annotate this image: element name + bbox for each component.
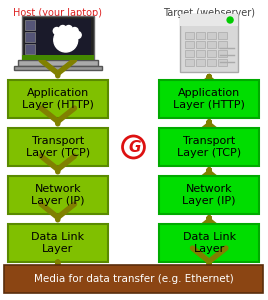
FancyBboxPatch shape — [185, 59, 194, 66]
FancyBboxPatch shape — [8, 80, 107, 118]
Text: Application
Layer (HTTP): Application Layer (HTTP) — [173, 88, 245, 110]
FancyBboxPatch shape — [196, 59, 205, 66]
FancyBboxPatch shape — [218, 41, 227, 48]
Text: Host (your laptop): Host (your laptop) — [13, 8, 102, 18]
FancyBboxPatch shape — [180, 14, 238, 26]
Text: Target (webserver): Target (webserver) — [163, 8, 255, 18]
Text: Data Link
Layer: Data Link Layer — [183, 232, 236, 254]
Text: G: G — [128, 140, 141, 154]
Text: Transport
Layer (TCP): Transport Layer (TCP) — [177, 136, 241, 158]
FancyBboxPatch shape — [8, 176, 107, 214]
Circle shape — [74, 32, 81, 38]
FancyBboxPatch shape — [159, 80, 259, 118]
FancyBboxPatch shape — [207, 59, 216, 66]
FancyBboxPatch shape — [159, 176, 259, 214]
Text: Transport
Layer (TCP): Transport Layer (TCP) — [26, 136, 90, 158]
FancyBboxPatch shape — [218, 32, 227, 39]
FancyBboxPatch shape — [25, 20, 35, 30]
Circle shape — [71, 28, 78, 34]
FancyBboxPatch shape — [180, 14, 238, 72]
FancyBboxPatch shape — [196, 50, 205, 57]
FancyBboxPatch shape — [185, 32, 194, 39]
Text: Application
Layer (HTTP): Application Layer (HTTP) — [22, 88, 94, 110]
Circle shape — [59, 26, 66, 32]
FancyBboxPatch shape — [18, 60, 98, 66]
FancyBboxPatch shape — [207, 32, 216, 39]
Text: Media for data transfer (e.g. Ethernet): Media for data transfer (e.g. Ethernet) — [34, 274, 233, 284]
Circle shape — [122, 136, 144, 158]
FancyBboxPatch shape — [14, 66, 102, 70]
FancyBboxPatch shape — [185, 41, 194, 48]
FancyBboxPatch shape — [207, 41, 216, 48]
FancyBboxPatch shape — [196, 41, 205, 48]
FancyBboxPatch shape — [25, 32, 35, 42]
FancyBboxPatch shape — [4, 265, 263, 293]
Circle shape — [65, 26, 72, 32]
FancyBboxPatch shape — [25, 44, 35, 54]
FancyBboxPatch shape — [159, 224, 259, 262]
Circle shape — [53, 28, 60, 34]
Text: Network
Layer (IP): Network Layer (IP) — [183, 184, 236, 206]
FancyBboxPatch shape — [22, 55, 94, 60]
Circle shape — [54, 28, 78, 52]
FancyBboxPatch shape — [218, 50, 227, 57]
FancyBboxPatch shape — [218, 59, 227, 66]
FancyBboxPatch shape — [25, 19, 91, 57]
FancyBboxPatch shape — [22, 16, 94, 60]
Circle shape — [227, 17, 233, 23]
FancyBboxPatch shape — [207, 50, 216, 57]
Text: Data Link
Layer: Data Link Layer — [31, 232, 84, 254]
FancyBboxPatch shape — [196, 32, 205, 39]
FancyBboxPatch shape — [8, 128, 107, 166]
FancyBboxPatch shape — [185, 50, 194, 57]
FancyBboxPatch shape — [8, 224, 107, 262]
Text: Network
Layer (IP): Network Layer (IP) — [31, 184, 84, 206]
FancyBboxPatch shape — [159, 128, 259, 166]
